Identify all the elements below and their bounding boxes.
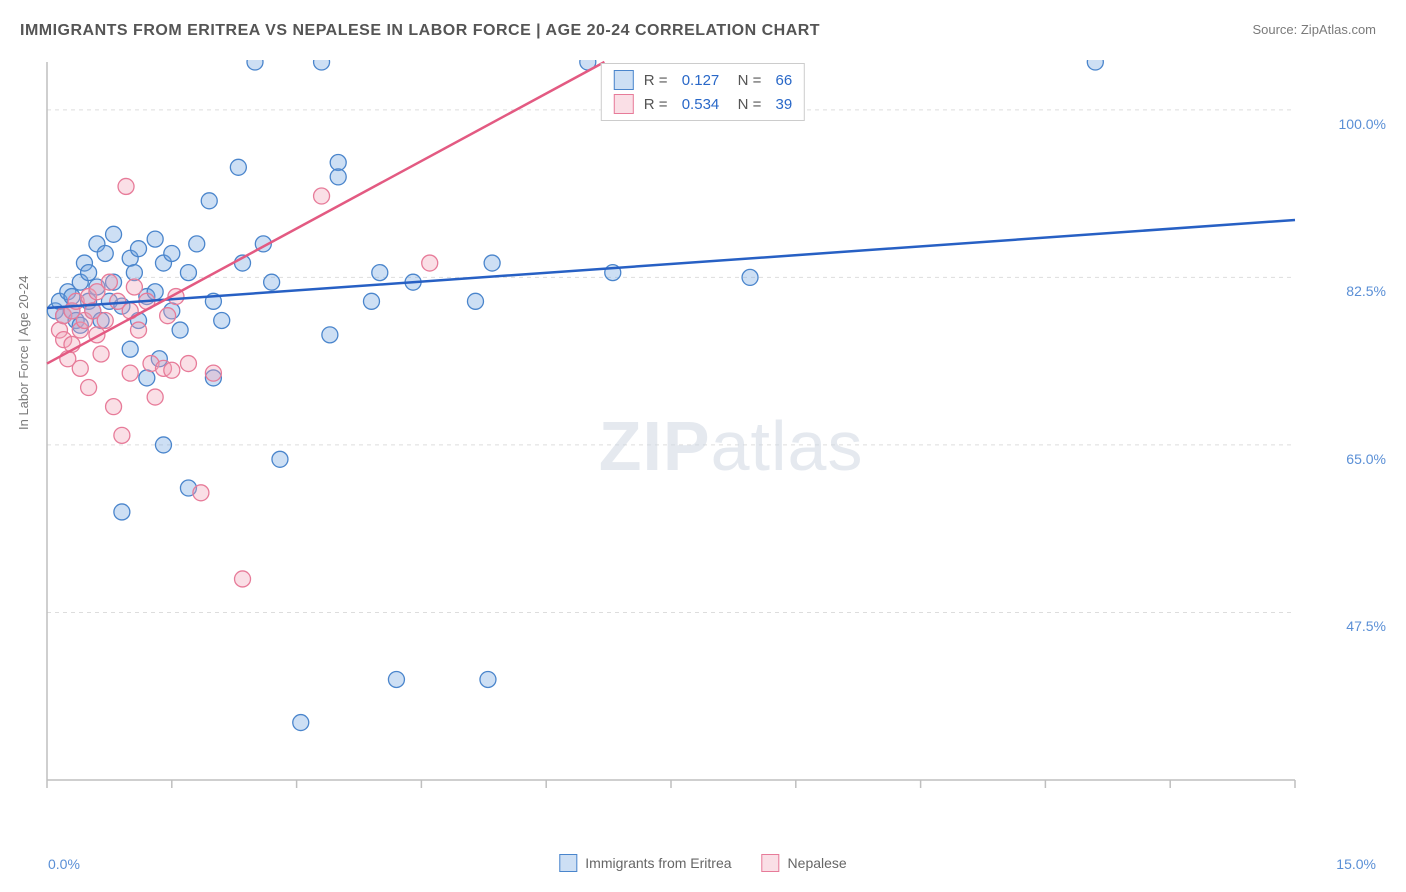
stats-r-eritrea: 0.127 bbox=[682, 72, 720, 89]
legend-swatch-eritrea bbox=[559, 854, 577, 872]
stats-row-eritrea: R = 0.127 N = 66 bbox=[614, 68, 792, 92]
x-tick-max: 15.0% bbox=[1336, 856, 1376, 872]
stats-r-nepalese: 0.534 bbox=[682, 96, 720, 113]
y-tick-label: 100.0% bbox=[1339, 116, 1386, 132]
stats-box: R = 0.127 N = 66 R = 0.534 N = 39 bbox=[601, 63, 805, 121]
stats-n-eritrea: 66 bbox=[776, 72, 793, 89]
x-tick-min: 0.0% bbox=[48, 856, 80, 872]
legend-label-eritrea: Immigrants from Eritrea bbox=[585, 855, 731, 871]
y-tick-label: 47.5% bbox=[1346, 618, 1386, 634]
y-axis-label: In Labor Force | Age 20-24 bbox=[16, 276, 31, 430]
stats-r-label: R = bbox=[644, 72, 672, 89]
y-tick-label: 65.0% bbox=[1346, 451, 1386, 467]
plot-area bbox=[45, 60, 1355, 810]
stats-row-nepalese: R = 0.534 N = 39 bbox=[614, 92, 792, 116]
source-text: Source: ZipAtlas.com bbox=[1252, 22, 1376, 37]
stats-n-nepalese: 39 bbox=[776, 96, 793, 113]
stats-r-label: R = bbox=[644, 96, 672, 113]
stats-n-label: N = bbox=[729, 72, 765, 89]
stats-n-label: N = bbox=[729, 96, 765, 113]
legend-bottom: Immigrants from Eritrea Nepalese bbox=[559, 854, 846, 872]
stats-swatch-eritrea bbox=[614, 70, 634, 90]
chart-svg bbox=[45, 60, 1355, 810]
legend-item-nepalese: Nepalese bbox=[762, 854, 847, 872]
chart-title: IMMIGRANTS FROM ERITREA VS NEPALESE IN L… bbox=[20, 22, 820, 40]
y-tick-label: 82.5% bbox=[1346, 283, 1386, 299]
legend-label-nepalese: Nepalese bbox=[788, 855, 847, 871]
legend-swatch-nepalese bbox=[762, 854, 780, 872]
legend-item-eritrea: Immigrants from Eritrea bbox=[559, 854, 731, 872]
stats-swatch-nepalese bbox=[614, 94, 634, 114]
